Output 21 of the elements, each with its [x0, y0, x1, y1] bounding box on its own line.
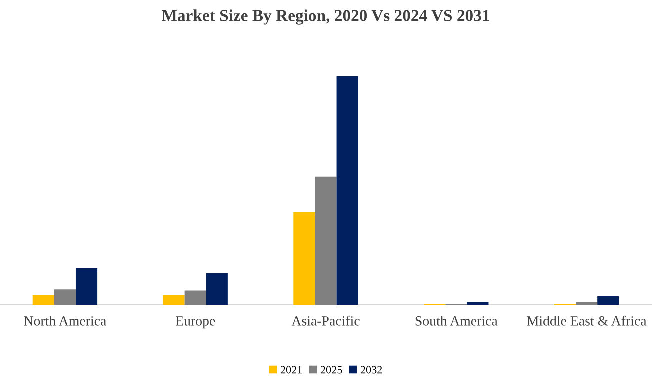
bar [163, 295, 185, 305]
x-tick-label: Middle East & Africa [527, 316, 647, 326]
legend-label: 2021 [280, 366, 302, 374]
legend-label: 2025 [320, 366, 342, 374]
bar [315, 176, 337, 305]
x-tick-label: North America [24, 316, 106, 326]
bar [76, 268, 98, 305]
legend-label: 2032 [360, 366, 382, 374]
x-tick-label: Asia-Pacific [292, 316, 360, 326]
bar [598, 296, 620, 305]
chart-title: Market Size By Region, 2020 Vs 2024 VS 2031 [162, 10, 490, 25]
bar [576, 302, 598, 305]
x-tick-label: Europe [176, 316, 216, 329]
bar [184, 290, 206, 305]
x-tick-label: South America [416, 316, 498, 326]
bar [467, 302, 489, 305]
bar [336, 76, 358, 305]
bar [294, 212, 316, 305]
bar [54, 290, 76, 305]
bar [32, 295, 54, 305]
bar [206, 273, 228, 305]
